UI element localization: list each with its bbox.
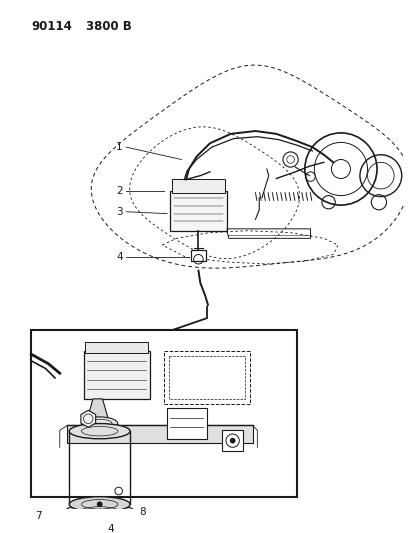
Text: 9: 9: [139, 490, 145, 500]
Text: 1: 1: [116, 142, 123, 152]
Bar: [67, 425, 252, 442]
Circle shape: [97, 502, 102, 507]
Bar: [83, 351, 150, 399]
Text: 11: 11: [225, 452, 239, 462]
Text: 5: 5: [36, 400, 42, 409]
Bar: [164, 351, 249, 403]
Bar: [169, 356, 244, 399]
Circle shape: [229, 438, 235, 443]
Ellipse shape: [69, 424, 130, 439]
Text: 10: 10: [168, 440, 181, 449]
Bar: [171, 180, 225, 193]
Text: 3: 3: [116, 207, 123, 217]
Polygon shape: [87, 399, 108, 419]
Bar: [190, 250, 206, 261]
Bar: [31, 330, 297, 497]
Bar: [85, 342, 148, 353]
Text: 7: 7: [36, 511, 42, 521]
Text: 2: 2: [116, 186, 123, 196]
Bar: [170, 191, 226, 231]
Text: 6: 6: [36, 414, 42, 424]
Ellipse shape: [64, 503, 135, 520]
Text: 3: 3: [104, 333, 110, 343]
Polygon shape: [81, 410, 95, 427]
Text: 3800 B: 3800 B: [86, 20, 132, 33]
Ellipse shape: [81, 417, 117, 430]
Text: 4: 4: [107, 524, 114, 533]
Text: 4: 4: [116, 252, 123, 262]
Ellipse shape: [69, 497, 130, 512]
Text: 90114: 90114: [31, 20, 72, 33]
Text: 8: 8: [139, 507, 145, 517]
Bar: [167, 408, 206, 439]
Bar: [222, 430, 242, 451]
